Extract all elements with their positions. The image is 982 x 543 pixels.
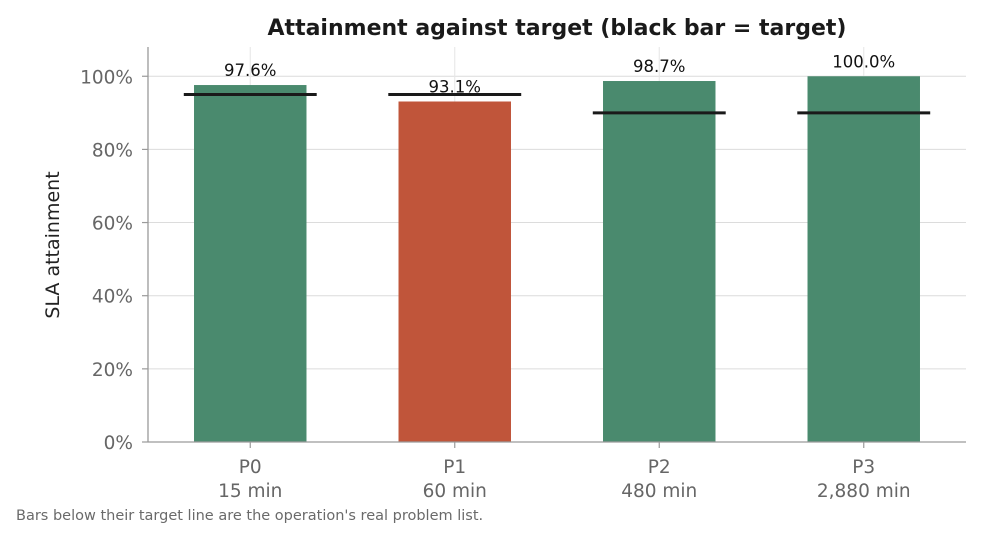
bar-p3 — [807, 76, 920, 442]
x-tick-sublabel-p1: 60 min — [423, 481, 487, 502]
x-tick-label-p1: P1 — [443, 457, 466, 478]
y-tick-label-0: 0% — [104, 433, 133, 454]
value-label-p1: 93.1% — [429, 77, 481, 96]
chart-title: Attainment against target (black bar = t… — [268, 16, 847, 41]
bar-p2 — [603, 81, 716, 442]
y-tick-label-4: 80% — [92, 140, 133, 161]
x-tick-sublabel-p2: 480 min — [621, 481, 697, 502]
y-tick-label-3: 60% — [92, 214, 133, 235]
x-tick-label-p0: P0 — [239, 457, 262, 478]
value-label-p0: 97.6% — [224, 61, 276, 80]
y-tick-label-5: 100% — [80, 67, 133, 88]
bar-p0 — [194, 85, 307, 442]
value-label-p3: 100.0% — [832, 52, 895, 71]
data-labels: 97.6% 93.1% 98.7% 100.0% — [224, 52, 895, 96]
x-tick-label-p3: P3 — [852, 457, 875, 478]
target-lines — [183, 93, 931, 115]
bars — [194, 76, 920, 443]
y-tick-label-1: 20% — [92, 360, 133, 381]
bar-p1 — [398, 101, 511, 443]
footnote: Bars below their target line are the ope… — [16, 508, 484, 524]
x-tick-sublabel-p0: 15 min — [218, 481, 282, 502]
value-label-p2: 98.7% — [633, 57, 685, 76]
y-axis-label: SLA attainment — [42, 171, 64, 318]
x-tick-label-p2: P2 — [648, 457, 671, 478]
axes — [147, 47, 966, 443]
tick-labels: 0% 20% 40% 60% 80% 100% P0 15 min P1 60 min P2 480 … — [80, 67, 911, 502]
y-tick-label-2: 40% — [92, 287, 133, 308]
x-tick-sublabel-p3: 2,880 min — [817, 481, 911, 502]
